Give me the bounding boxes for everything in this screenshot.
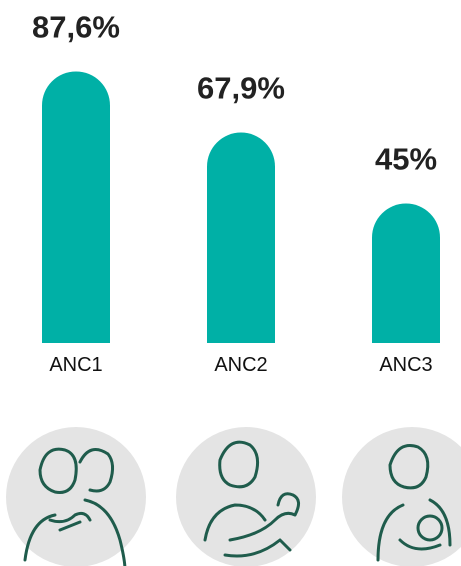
- value-label: 67,9%: [197, 71, 285, 106]
- bar: [207, 133, 275, 343]
- bar: [372, 204, 440, 344]
- category-label: ANC1: [49, 354, 102, 376]
- icons: [6, 427, 461, 566]
- value-label: 87,6%: [32, 9, 120, 44]
- category-label: ANC2: [214, 354, 267, 376]
- value-label: 45%: [375, 142, 437, 177]
- chart: 87,6% ANC1 67,9% ANC2 45% ANC3: [0, 0, 461, 566]
- category-label: ANC3: [379, 354, 432, 376]
- bar: [42, 71, 110, 343]
